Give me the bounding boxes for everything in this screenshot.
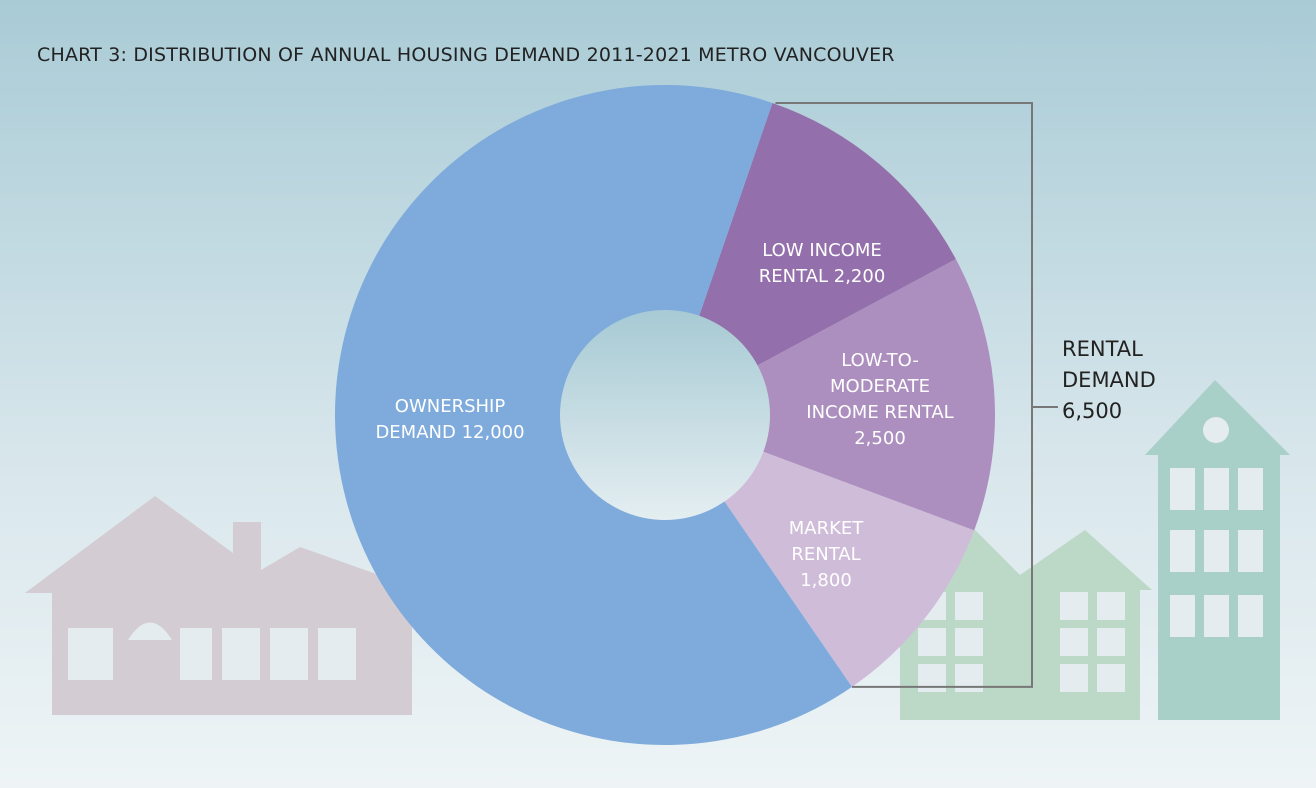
donut-slice (665, 102, 956, 415)
category-label: MARKET RENTAL (788, 518, 864, 565)
buildings-illustration (888, 380, 1290, 720)
value-label: 1,800 (800, 570, 852, 591)
slice-label: LOW INCOME RENTAL 2,200 (732, 238, 912, 290)
value-label: 2,200 (833, 266, 886, 287)
donut-slice (665, 259, 996, 531)
annotation: RENTAL DEMAND 6,500 (1062, 334, 1192, 427)
category-label: OWNERSHIP DEMAND (375, 396, 506, 443)
bracket-line (775, 101, 1033, 688)
slice-label: OWNERSHIP DEMAND 12,000 (360, 394, 540, 446)
annotation-text: RENTAL DEMAND (1062, 337, 1156, 392)
value-label: 2,500 (854, 428, 906, 449)
bracket (775, 101, 1058, 688)
chart-title: CHART 3: DISTRIBUTION OF ANNUAL HOUSING … (37, 44, 895, 66)
category-label: LOW INCOME RENTAL (758, 240, 882, 287)
slice-label: LOW-TO-MODERATE INCOME RENTAL 2,500 (800, 348, 960, 452)
category-label: LOW-TO-MODERATE INCOME RENTAL (806, 350, 954, 423)
slice-label: MARKET RENTAL 1,800 (766, 516, 886, 594)
donut-hole (560, 310, 770, 520)
house-illustration (25, 496, 430, 715)
annotation-value: 6,500 (1062, 399, 1123, 423)
value-label: 12,000 (461, 422, 525, 443)
